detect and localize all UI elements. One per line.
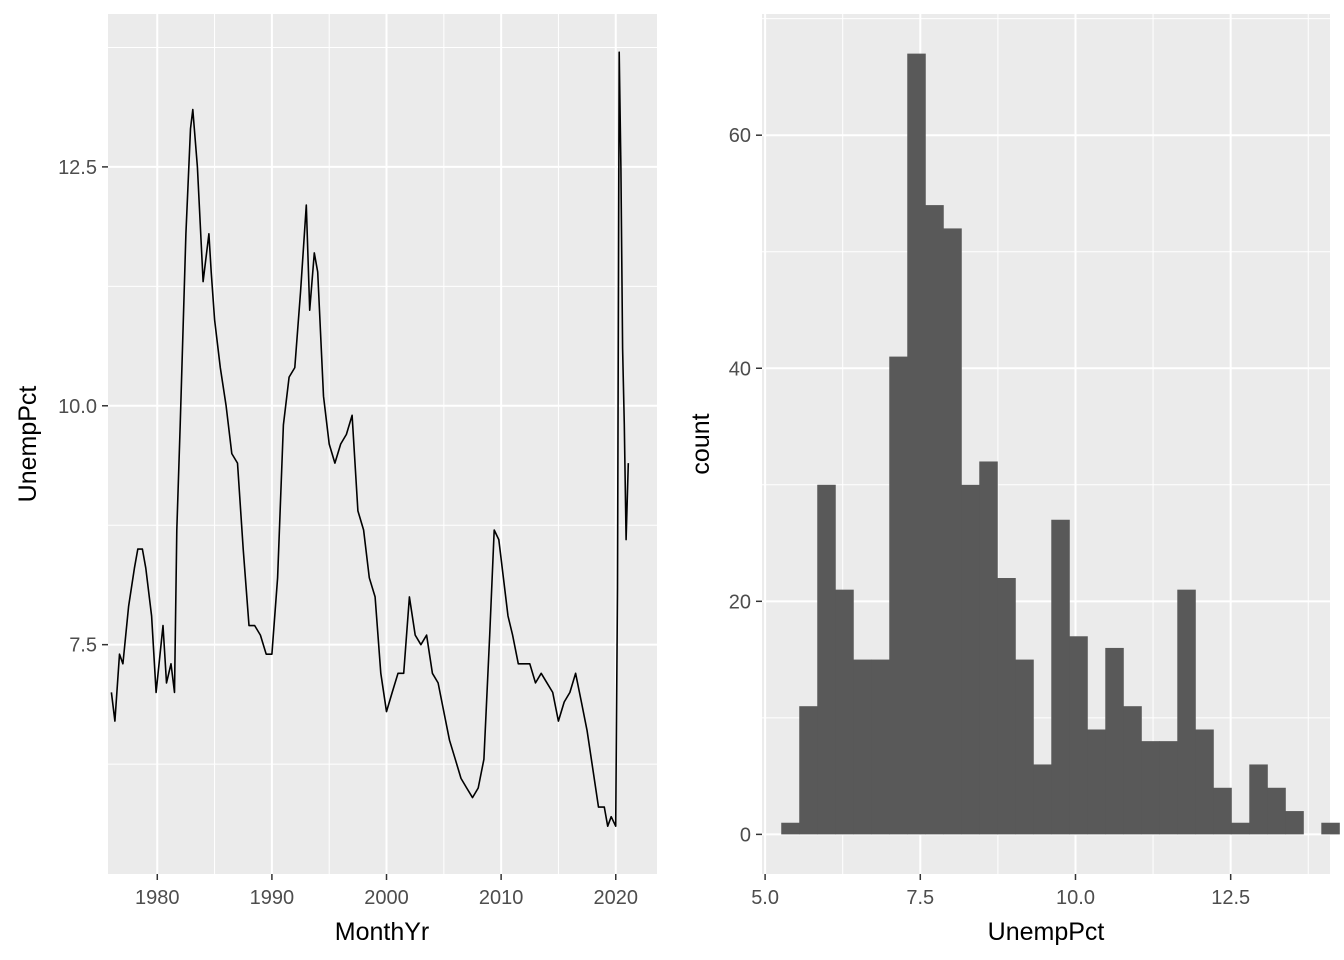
y-tick-label: 40 — [729, 358, 751, 380]
histogram-bar — [853, 659, 872, 835]
histogram-bar — [1141, 741, 1160, 835]
histogram-bar — [799, 706, 818, 835]
histogram-bar — [835, 589, 854, 835]
histogram-bar — [871, 659, 890, 835]
histogram-bars — [781, 53, 1340, 835]
histogram-bar — [907, 53, 926, 835]
histogram-bar — [1177, 589, 1196, 835]
y-tick-label: 20 — [729, 591, 751, 613]
histogram-bar — [1195, 729, 1214, 835]
histogram-bar — [1069, 636, 1088, 835]
histogram-bar — [1321, 822, 1340, 835]
histogram-bar — [1231, 822, 1250, 835]
x-tick-label: 2010 — [479, 887, 524, 909]
x-tick-label: 10.0 — [1056, 887, 1095, 909]
histogram-bar — [1249, 764, 1268, 835]
histogram-bar — [943, 228, 962, 835]
histogram-chart: 5.0 7.5 10.0 12.5 0 20 40 60 UnempPct count — [687, 14, 1340, 946]
histogram-bar — [1051, 519, 1070, 835]
y-tick-label: 12.5 — [58, 157, 97, 179]
line-chart-x-ticks: 1980 1990 2000 2010 2020 — [135, 874, 638, 909]
x-tick-label: 2000 — [364, 887, 409, 909]
histogram-bar — [997, 578, 1016, 835]
histogram-bar — [817, 484, 836, 835]
histogram-bar — [1105, 647, 1124, 835]
line-chart-y-axis-title: UnempPct — [14, 386, 42, 503]
x-tick-label: 1980 — [135, 887, 180, 909]
line-chart-panel — [108, 14, 657, 874]
histogram-bar — [1213, 787, 1232, 835]
histogram-x-ticks: 5.0 7.5 10.0 12.5 — [751, 874, 1250, 909]
histogram-bar — [1267, 787, 1286, 835]
line-chart-gridlines — [108, 14, 657, 874]
x-tick-label: 5.0 — [751, 887, 779, 909]
histogram-bar — [1159, 741, 1178, 835]
y-tick-label: 10.0 — [58, 396, 97, 418]
histogram-bar — [1087, 729, 1106, 835]
x-tick-label: 2020 — [593, 887, 638, 909]
y-tick-label: 60 — [729, 125, 751, 147]
histogram-bar — [889, 356, 908, 835]
histogram-bar — [1285, 811, 1304, 835]
y-tick-label: 7.5 — [69, 635, 97, 657]
line-chart: 1980 1990 2000 2010 2020 7.5 10.0 12.5 MonthYr… — [14, 14, 657, 946]
histogram-bar — [1033, 764, 1052, 835]
line-chart-x-axis-title: MonthYr — [335, 918, 429, 946]
histogram-y-ticks: 0 20 40 60 — [729, 125, 762, 846]
x-tick-label: 12.5 — [1211, 887, 1250, 909]
line-chart-y-ticks: 7.5 10.0 12.5 — [58, 157, 108, 657]
histogram-bar — [781, 822, 800, 835]
y-tick-label: 0 — [740, 824, 751, 846]
histogram-bar — [961, 484, 980, 835]
x-tick-label: 7.5 — [906, 887, 934, 909]
unemppct-series-line — [110, 51, 630, 827]
histogram-bar — [1015, 659, 1034, 835]
histogram-y-axis-title: count — [687, 413, 715, 474]
histogram-x-axis-title: UnempPct — [988, 918, 1105, 946]
histogram-bar — [925, 205, 944, 835]
x-tick-label: 1990 — [250, 887, 295, 909]
histogram-bar — [1123, 706, 1142, 835]
histogram-bar — [979, 461, 998, 835]
